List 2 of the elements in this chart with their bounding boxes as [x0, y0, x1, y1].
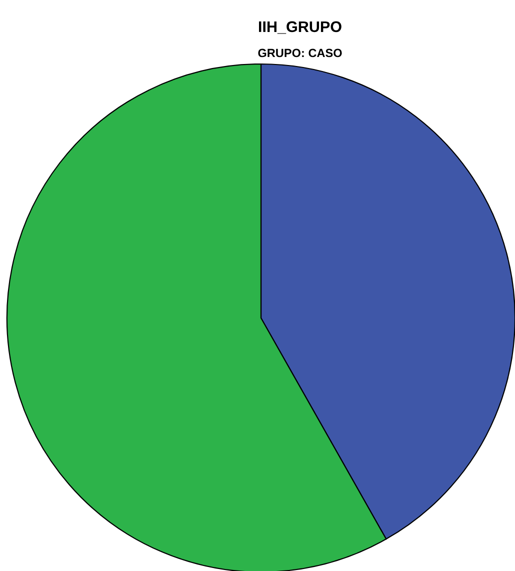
- chart-subtitle: GRUPO: CASO: [258, 48, 342, 58]
- chart-title: IIH_GRUPO: [259, 21, 342, 34]
